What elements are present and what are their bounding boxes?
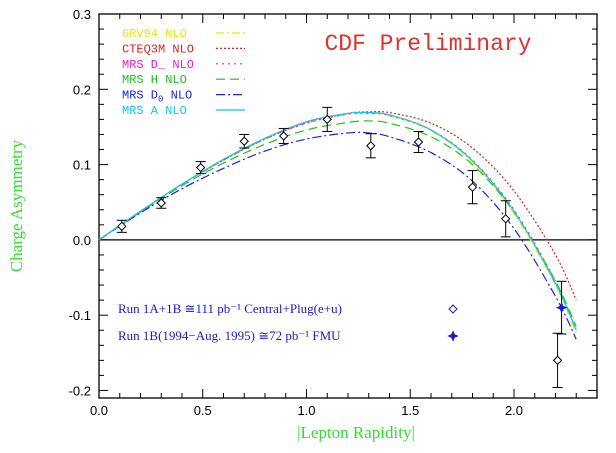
data-point: [239, 133, 250, 149]
data-point: [116, 219, 127, 233]
y-axis-label: Charge Asymmetry: [7, 139, 26, 272]
series-line-1: [98, 112, 577, 335]
legend-entry-6: MRS A NLO: [122, 104, 187, 118]
chart-title: CDF Preliminary: [324, 31, 531, 57]
legend-entry-1: GRV94 NLO: [122, 27, 187, 41]
y-tick-label: 0.1: [73, 158, 91, 173]
chart-texts: |Lepton Rapidity| Charge Asymmetry CDF Pre…: [7, 31, 532, 442]
dataset-note-central-plug: Run 1A+1B ≅111 pb⁻¹ Central+Plug(e+u): [118, 301, 342, 316]
series-line-6: [98, 111, 577, 331]
data-point: [413, 130, 424, 154]
legend-entry-2: CTEQ3M NLO: [122, 42, 194, 56]
x-tick-label: 1.0: [297, 403, 315, 418]
data-point: [322, 106, 333, 132]
x-tick-label: 0.0: [90, 403, 108, 418]
data-points: [116, 106, 568, 388]
data-point: [365, 133, 376, 159]
y-tick-label: 0.3: [73, 7, 91, 22]
data-point: [156, 197, 167, 209]
legend-entry-5: MRS D0 NLO: [122, 89, 192, 105]
y-tick-label: -0.1: [69, 308, 91, 323]
series-line-5: [98, 131, 577, 340]
series-line-2: [98, 110, 577, 301]
y-tick-label: 0.2: [73, 82, 91, 97]
note-marker-cross: [447, 330, 459, 342]
y-tick-label: -0.2: [69, 383, 91, 398]
axes: 0.0 0.5 1.0 1.5 2.0 -0.2 -0.1 0.0 0.1 0.2 0.3: [69, 7, 598, 418]
x-tick-label: 2.0: [505, 403, 523, 418]
data-point: [467, 170, 478, 205]
dataset-note-fmu: Run 1B(1994−Aug. 1995) ≅72 pb⁻¹ FMU: [118, 328, 341, 343]
data-point: [195, 161, 206, 175]
data-point: [278, 127, 289, 145]
theory-curves: [98, 110, 577, 340]
data-point: [552, 332, 563, 388]
series-line-4: [98, 120, 577, 327]
note-marker-diamond: [448, 304, 458, 314]
legend-entry-4: MRS H NLO: [122, 73, 187, 87]
legend-entry-3: MRS D_ NLO: [122, 58, 194, 72]
x-axis-label: |Lepton Rapidity|: [297, 423, 415, 442]
data-point: [500, 200, 511, 238]
x-tick-label: 1.5: [401, 403, 419, 418]
x-tick-label: 0.5: [194, 403, 212, 418]
fmu-data-point: [555, 280, 568, 335]
y-tick-label: 0.0: [73, 233, 91, 248]
